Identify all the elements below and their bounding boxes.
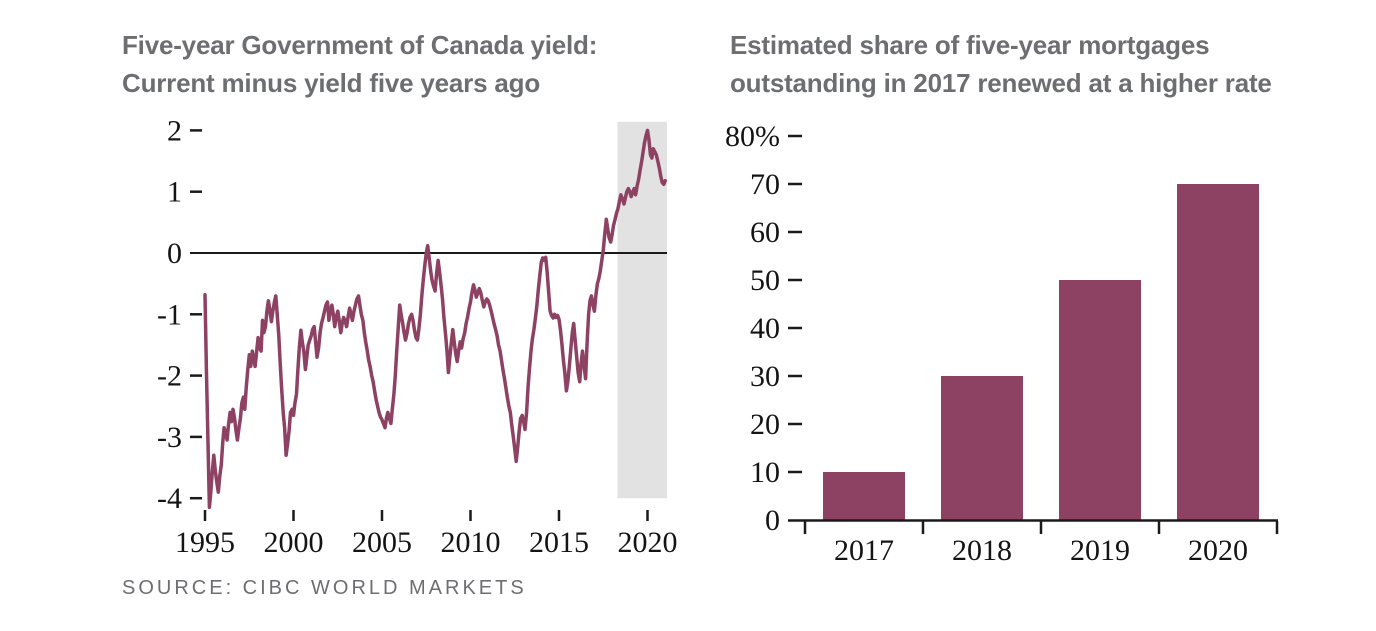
line-chart-title-line2: Current minus yield five years ago bbox=[122, 68, 541, 98]
y-tick-label: 0 bbox=[765, 504, 780, 537]
source-note: SOURCE: CIBC WORLD MARKETS bbox=[122, 577, 527, 599]
x-tick-label: 2020 bbox=[1188, 534, 1248, 567]
y-tick-label: 30 bbox=[750, 360, 780, 393]
x-tick-label: 2017 bbox=[834, 534, 894, 567]
x-tick-label: 2005 bbox=[352, 526, 412, 559]
y-tick-label: 40 bbox=[750, 312, 780, 345]
bar-2017 bbox=[823, 472, 905, 520]
line-chart-title-line1: Five-year Government of Canada yield: bbox=[122, 30, 598, 60]
y-tick-label: 70 bbox=[750, 168, 780, 201]
x-tick-label: 2000 bbox=[264, 526, 324, 559]
bar-chart-title: Estimated share of five-year mortgages o… bbox=[730, 26, 1272, 102]
line-chart-x-axis: 1995 2000 2005 2010 2015 2020 bbox=[175, 510, 678, 559]
bar-chart-title-line1: Estimated share of five-year mortgages bbox=[730, 30, 1210, 60]
y-tick-label: 0 bbox=[167, 237, 182, 270]
x-tick-label: 2010 bbox=[441, 526, 501, 559]
y-tick-label: 10 bbox=[750, 456, 780, 489]
bar-chart-title-line2: outstanding in 2017 renewed at a higher … bbox=[730, 68, 1272, 98]
y-tick-label: 1 bbox=[167, 176, 182, 209]
bar-group bbox=[823, 184, 1259, 520]
y-tick-label: -4 bbox=[157, 482, 182, 515]
y-tick-label: 20 bbox=[750, 408, 780, 441]
line-chart-y-axis: 2 1 0 -1 -2 -3 -4 bbox=[157, 114, 202, 515]
line-chart-plot: 2 1 0 -1 -2 -3 -4 1995 2000 2005 2010 2015 2020 bbox=[157, 114, 678, 559]
bar-2020 bbox=[1177, 184, 1259, 520]
x-tick-label: 2018 bbox=[952, 534, 1012, 567]
bar-chart-y-axis: 0 10 20 30 40 50 60 70 80% bbox=[725, 120, 802, 537]
x-tick-label: 2015 bbox=[529, 526, 589, 559]
x-tick-label: 2020 bbox=[618, 526, 678, 559]
bar-chart-plot: 0 10 20 30 40 50 60 70 80% 2017 2018 2019 2020 bbox=[725, 120, 1279, 567]
x-tick-label: 2019 bbox=[1070, 534, 1130, 567]
x-tick-label: 1995 bbox=[175, 526, 235, 559]
y-tick-label: -3 bbox=[157, 421, 182, 454]
y-tick-label: -1 bbox=[157, 298, 182, 331]
bar-chart-x-axis: 2017 2018 2019 2020 bbox=[834, 534, 1248, 567]
bar-2018 bbox=[941, 376, 1023, 520]
y-tick-label: 60 bbox=[750, 216, 780, 249]
line-chart-title: Five-year Government of Canada yield: Cu… bbox=[122, 26, 597, 102]
highlight-band bbox=[617, 121, 667, 499]
y-tick-label: 80% bbox=[725, 120, 780, 153]
yield-series-line bbox=[203, 128, 667, 510]
bar-2019 bbox=[1059, 280, 1141, 520]
y-tick-label: 2 bbox=[167, 114, 182, 147]
y-tick-label: -2 bbox=[157, 360, 182, 393]
y-tick-label: 50 bbox=[750, 264, 780, 297]
